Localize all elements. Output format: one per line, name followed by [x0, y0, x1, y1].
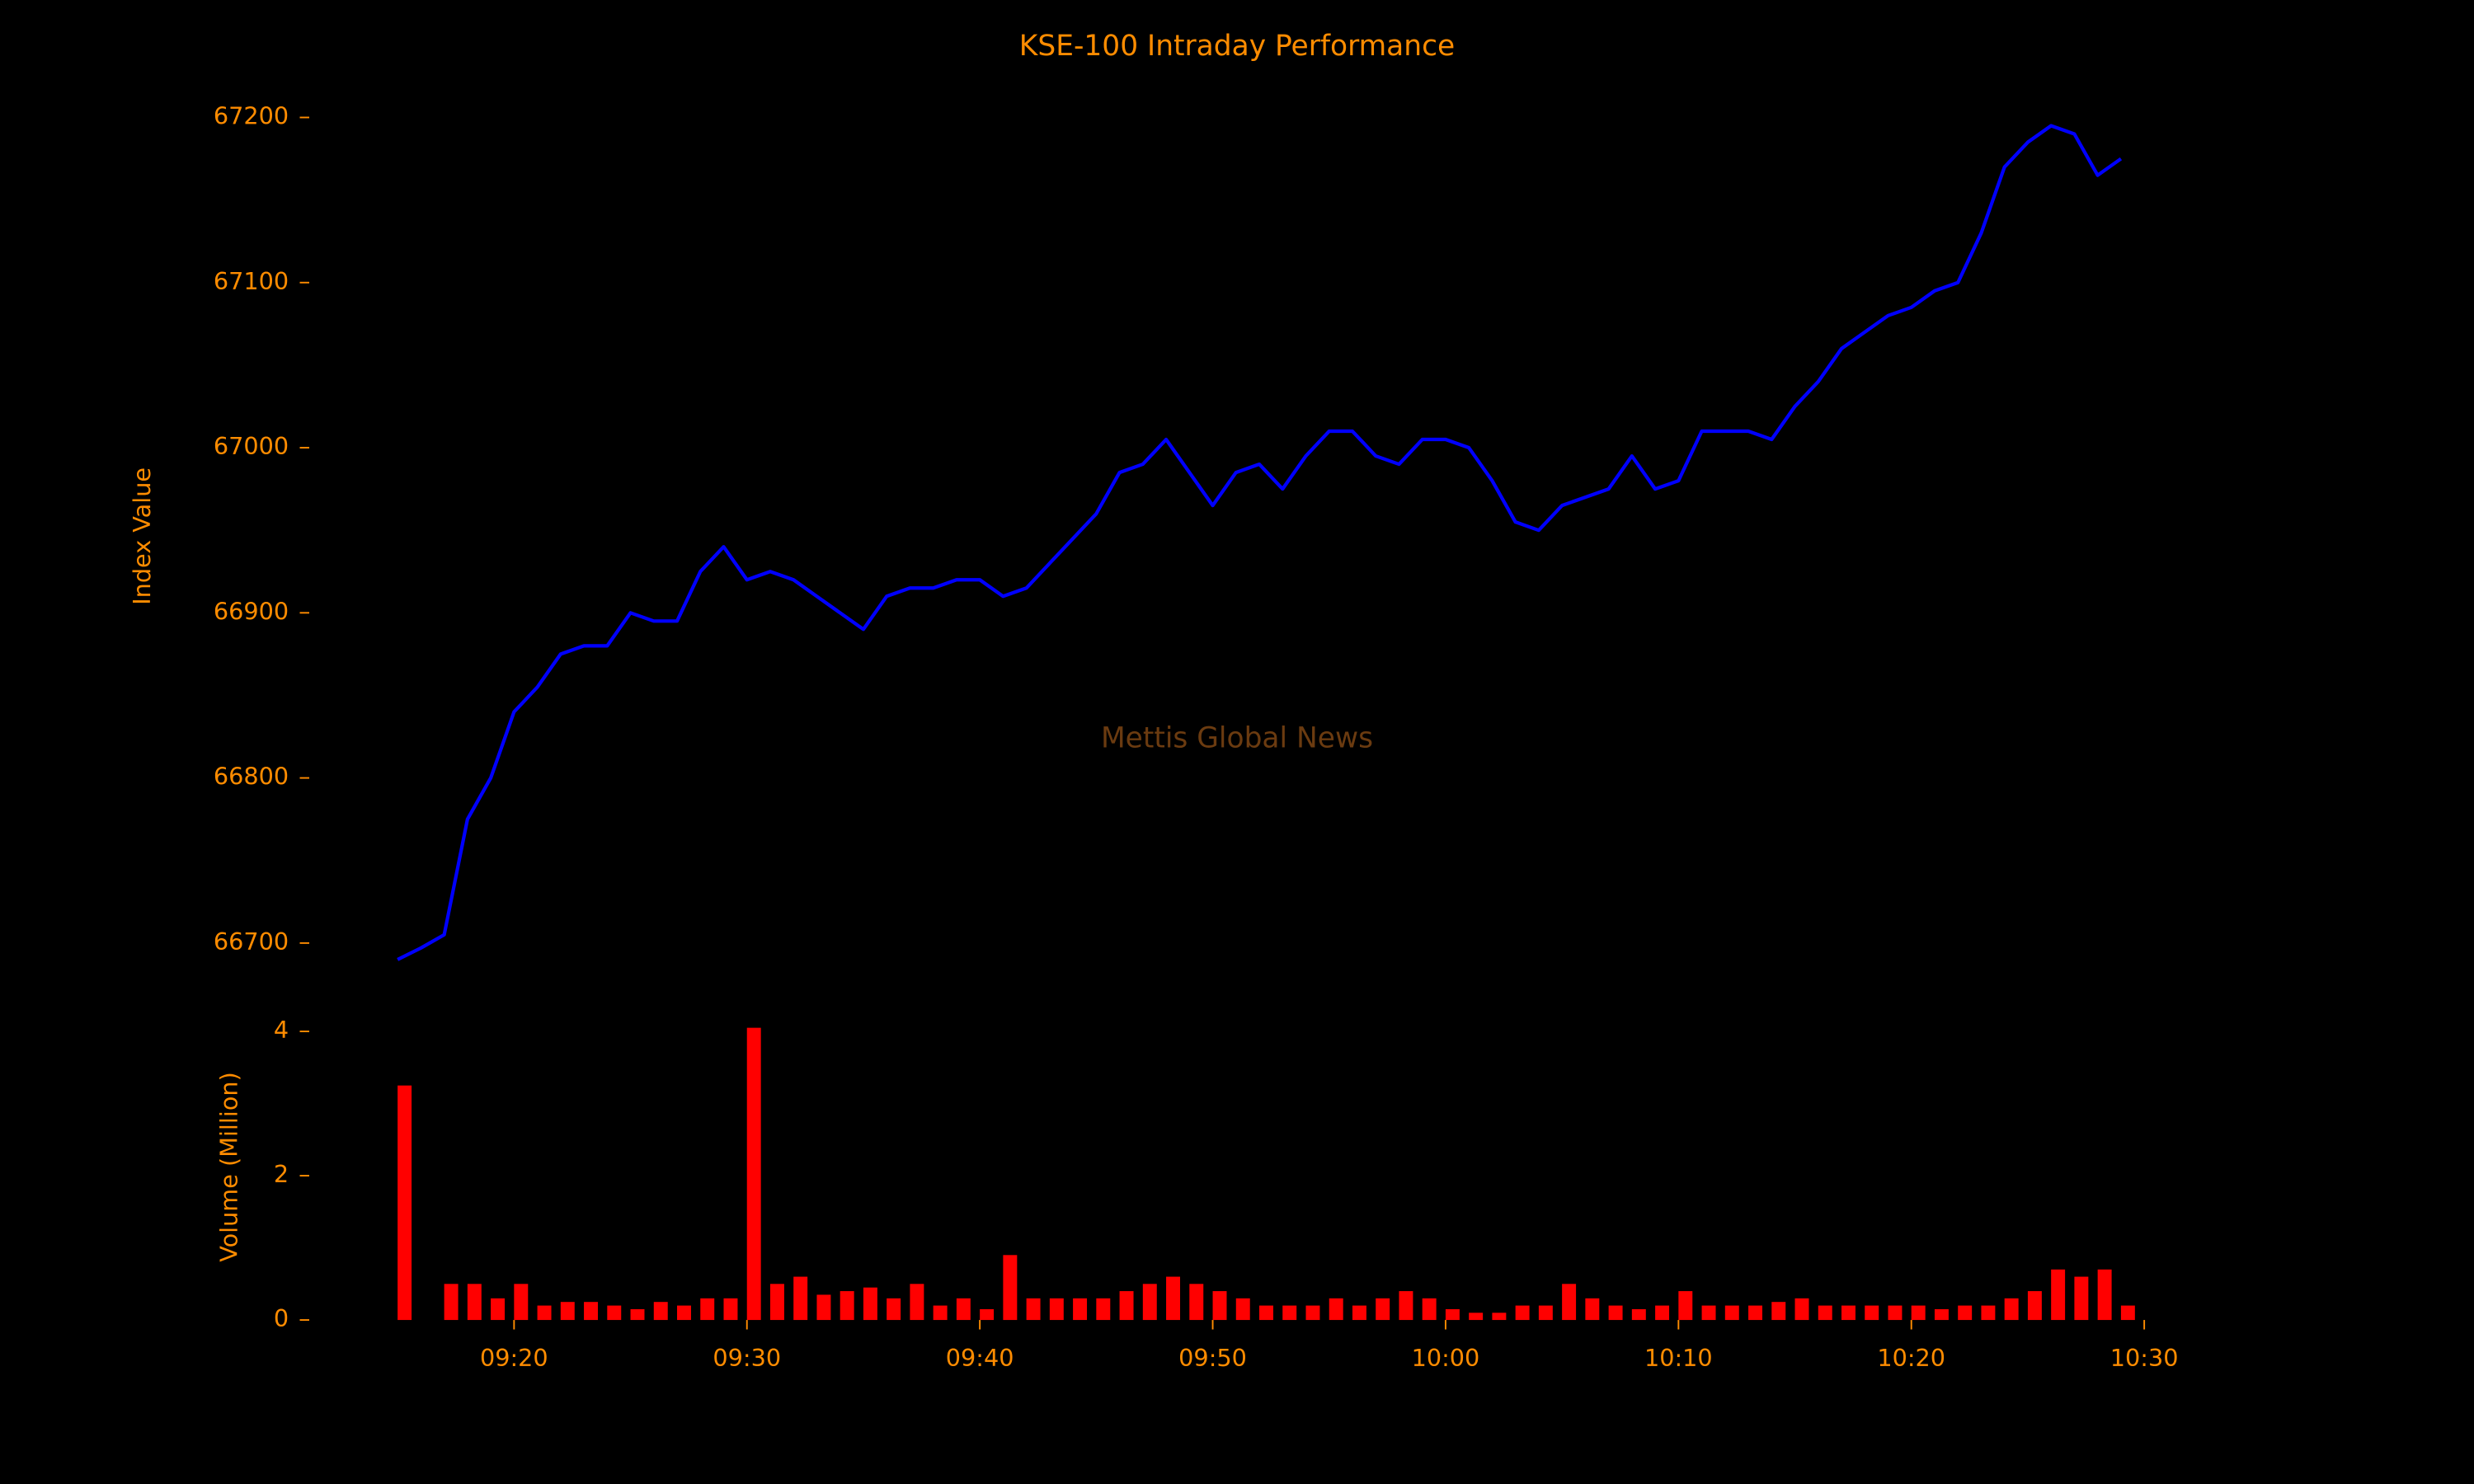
volume-bar	[956, 1298, 971, 1321]
x-tick-label: 09:20	[480, 1344, 548, 1372]
volume-bar	[2097, 1269, 2112, 1321]
volume-bar	[1166, 1276, 1181, 1321]
volume-bar	[1724, 1305, 1739, 1321]
volume-bar	[1562, 1284, 1577, 1321]
volume-bar	[397, 1085, 412, 1321]
volume-bar	[537, 1305, 552, 1321]
volume-bar	[1865, 1305, 1879, 1321]
volume-bar	[630, 1308, 645, 1321]
volume-bar	[1073, 1298, 1088, 1321]
index-line	[397, 124, 2123, 961]
volume-bar	[769, 1284, 784, 1321]
volume-bar	[1212, 1291, 1227, 1321]
volume-bar	[1701, 1305, 1716, 1321]
volume-bar	[1469, 1313, 1484, 1321]
volume-bar	[1376, 1298, 1390, 1321]
y-tick-label: 4	[274, 1016, 289, 1044]
volume-bar	[607, 1305, 622, 1321]
volume-bar	[1399, 1291, 1413, 1321]
y-tick-label: 66800	[214, 763, 289, 791]
volume-bar	[1608, 1305, 1623, 1321]
volume-bar	[2027, 1291, 2042, 1321]
y-tick-label: 67100	[214, 267, 289, 295]
volume-bar	[2051, 1269, 2066, 1321]
volume-bar	[816, 1294, 831, 1321]
volume-bar	[723, 1298, 738, 1321]
volume-bar	[1678, 1291, 1693, 1321]
volume-bar	[1352, 1305, 1366, 1321]
y-axis-label: Volume (Million)	[214, 1072, 242, 1262]
volume-bar	[1911, 1305, 1926, 1321]
volume-bar	[1631, 1308, 1646, 1321]
volume-bar	[1888, 1305, 1903, 1321]
volume-bar	[1934, 1308, 1949, 1321]
y-tick-label: 66700	[214, 928, 289, 956]
volume-bar	[700, 1298, 715, 1321]
volume-bar	[1119, 1291, 1134, 1321]
volume-bar	[1492, 1313, 1507, 1321]
volume-bar	[2120, 1305, 2135, 1321]
y-tick-label: 66900	[214, 597, 289, 625]
volume-bar	[1818, 1305, 1832, 1321]
y-tick-label: 67000	[214, 432, 289, 460]
volume-bar	[1049, 1298, 1064, 1321]
volume-bar	[1748, 1305, 1762, 1321]
volume-bar	[1794, 1298, 1809, 1321]
volume-bar	[933, 1305, 948, 1321]
volume-bar	[2004, 1298, 2019, 1321]
volume-bar	[1026, 1298, 1041, 1321]
volume-bar	[1235, 1298, 1250, 1321]
x-tick-label: 10:30	[2110, 1344, 2179, 1372]
volume-bar	[1329, 1298, 1343, 1321]
chart-title: KSE-100 Intraday Performance	[1019, 30, 1455, 63]
volume-bar	[1655, 1305, 1670, 1321]
volume-bar	[1096, 1298, 1111, 1321]
volume-bar	[1282, 1305, 1297, 1321]
volume-bar	[793, 1276, 808, 1321]
volume-bar	[980, 1308, 995, 1321]
volume-bar	[1445, 1308, 1460, 1321]
y-axis-label: Index Value	[128, 467, 156, 605]
volume-bar	[1515, 1305, 1530, 1321]
volume-bar	[514, 1284, 529, 1321]
volume-bar	[1771, 1302, 1786, 1321]
volume-bar	[887, 1298, 901, 1321]
volume-bar	[560, 1302, 575, 1321]
volume-bar	[1841, 1305, 1856, 1321]
volume-bar	[444, 1284, 459, 1321]
volume-bar	[584, 1302, 599, 1321]
volume-bar	[491, 1298, 506, 1321]
x-tick-label: 10:00	[1412, 1344, 1480, 1372]
volume-bar	[1142, 1284, 1157, 1321]
volume-bar	[910, 1284, 924, 1321]
volume-bar	[1305, 1305, 1320, 1321]
volume-bar	[1585, 1298, 1600, 1321]
y-tick-label: 0	[274, 1304, 289, 1332]
x-tick-label: 10:10	[1644, 1344, 1713, 1372]
volume-bar	[1003, 1255, 1018, 1321]
volume-bar	[653, 1302, 668, 1321]
volume-bar	[1422, 1298, 1437, 1321]
volume-bar	[467, 1284, 482, 1321]
volume-bar	[1259, 1305, 1273, 1321]
x-tick-label: 09:30	[713, 1344, 781, 1372]
volume-bar	[1189, 1284, 1204, 1321]
volume-bar	[840, 1291, 854, 1321]
volume-bar	[677, 1305, 691, 1321]
volume-bar	[1958, 1305, 1973, 1321]
volume-bar	[863, 1287, 877, 1321]
volume-bar	[2074, 1276, 2089, 1321]
volume-bar	[1981, 1305, 1996, 1321]
x-tick-label: 10:20	[1877, 1344, 1945, 1372]
y-tick-label: 67200	[214, 101, 289, 129]
volume-bar	[1538, 1305, 1553, 1321]
x-tick-label: 09:40	[946, 1344, 1014, 1372]
watermark: Mettis Global News	[1101, 722, 1373, 755]
y-tick-label: 2	[274, 1160, 289, 1188]
volume-bar	[746, 1027, 761, 1321]
x-tick-label: 09:50	[1178, 1344, 1247, 1372]
